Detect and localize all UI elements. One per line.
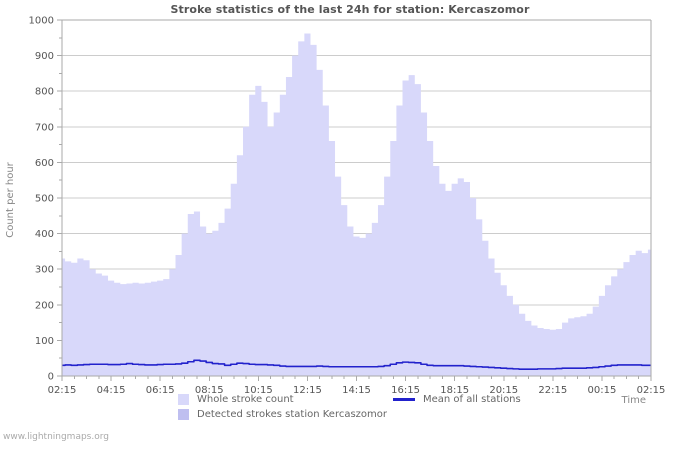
x-tick-label: 06:15 <box>146 385 175 396</box>
watermark-url: www.lightningmaps.org <box>3 432 109 442</box>
y-tick-label: 700 <box>35 122 54 133</box>
area-fill-whole-stroke-count <box>62 33 651 376</box>
y-tick-label: 1000 <box>29 16 54 27</box>
mean-line-path <box>62 359 651 371</box>
x-tick-label: 04:15 <box>97 385 126 396</box>
y-axis-tick-labels: 0 100 200 300 400 500 600 700 800 900 1000 <box>29 16 54 383</box>
y-tick-label: 900 <box>35 51 54 62</box>
legend-line-icon <box>393 398 415 401</box>
legend-label: Mean of all stations <box>423 394 521 405</box>
area-series-whole-stroke-count <box>62 33 651 376</box>
y-axis-label: Count per hour <box>5 161 16 237</box>
y-tick-label: 600 <box>35 158 54 169</box>
legend-label: Detected strokes station Kercaszomor <box>197 409 388 420</box>
legend-swatch-icon <box>178 394 189 405</box>
axes <box>57 19 652 381</box>
y-tick-label: 400 <box>35 229 54 240</box>
legend-row-2: Detected strokes station Kercaszomor <box>178 408 658 423</box>
legend-item-detected-strokes-station: Detected strokes station Kercaszomor <box>178 408 393 421</box>
x-tick-label: 12:15 <box>293 385 322 396</box>
x-tick-label: 20:15 <box>489 385 518 396</box>
legend-item-mean-of-all-stations: Mean of all stations <box>393 393 521 406</box>
legend-item-whole-stroke-count: Whole stroke count <box>178 393 393 406</box>
line-series-mean-of-all-stations <box>62 359 651 371</box>
x-tick-label: 18:15 <box>440 385 469 396</box>
legend-label: Whole stroke count <box>197 394 294 405</box>
legend-row-1: Whole stroke count Mean of all stations <box>178 393 658 408</box>
y-tick-label: 100 <box>35 336 54 347</box>
x-axis-tick-labels: 02:15 04:15 06:15 08:15 10:15 12:15 14:15 16:15… <box>48 385 666 396</box>
chart-title: Stroke statistics of the last 24h for st… <box>170 3 530 16</box>
x-tick-label: 16:15 <box>391 385 420 396</box>
y-tick-label: 500 <box>35 194 54 205</box>
x-tick-label: 00:15 <box>588 385 617 396</box>
x-tick-label: 10:15 <box>244 385 273 396</box>
x-tick-label: 08:15 <box>195 385 224 396</box>
y-tick-label: 300 <box>35 265 54 276</box>
legend-swatch-icon <box>178 409 189 420</box>
x-tick-label: 02:15 <box>637 385 666 396</box>
chart-legend: Whole stroke count Mean of all stations … <box>178 393 658 423</box>
y-tick-label: 200 <box>35 300 54 311</box>
y-tick-label: 800 <box>35 87 54 98</box>
x-tick-label: 22:15 <box>538 385 567 396</box>
x-tick-label: 02:15 <box>48 385 77 396</box>
y-tick-label: 0 <box>48 372 54 383</box>
x-axis-label: Time <box>621 395 646 406</box>
x-tick-label: 14:15 <box>342 385 371 396</box>
